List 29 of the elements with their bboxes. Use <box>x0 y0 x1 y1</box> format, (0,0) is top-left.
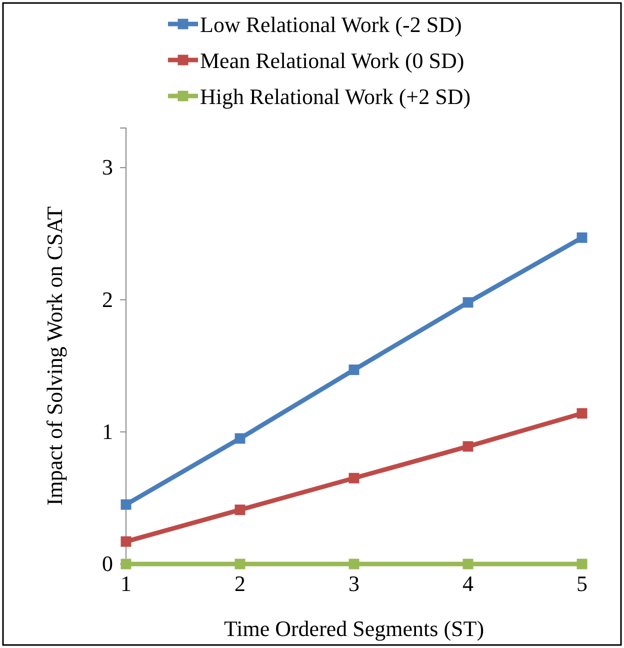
point <box>120 558 132 570</box>
y-tick-label: 0 <box>102 551 113 576</box>
point <box>462 441 474 452</box>
x-axis-title: Time Ordered Segments (ST) <box>224 616 484 641</box>
point <box>576 408 588 419</box>
point <box>462 558 474 570</box>
x-tick-label: 3 <box>348 571 360 596</box>
y-tick-label: 1 <box>102 418 113 444</box>
point <box>234 433 246 444</box>
legend-label: High Relational Work (+2 SD) <box>200 84 471 109</box>
y-tick-label: 3 <box>102 154 113 180</box>
point <box>348 364 360 376</box>
point <box>462 297 474 308</box>
x-tick-label: 1 <box>120 571 132 596</box>
point <box>576 558 588 570</box>
y-axis-title: Impact of Solving Work on CSAT <box>42 206 67 506</box>
point <box>348 472 360 484</box>
x-tick-label: 5 <box>576 571 588 596</box>
y-tick-label: 2 <box>102 286 113 312</box>
point <box>234 504 246 516</box>
point <box>120 536 132 547</box>
x-tick-label: 2 <box>234 571 246 596</box>
legend-label: Low Relational Work (-2 SD) <box>200 12 462 37</box>
point <box>120 499 132 510</box>
point <box>234 558 246 570</box>
x-tick-label: 4 <box>462 571 474 596</box>
point <box>576 232 588 243</box>
legend-label: Mean Relational Work (0 SD) <box>200 48 464 73</box>
point <box>348 558 360 570</box>
